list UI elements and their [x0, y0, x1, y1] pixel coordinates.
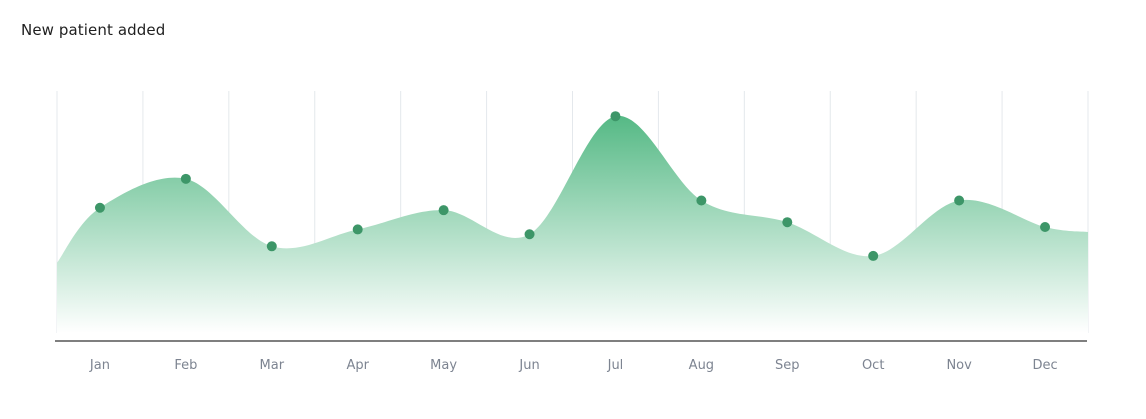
- data-point-jun[interactable]: [524, 229, 535, 240]
- x-tick-label: Nov: [946, 358, 972, 373]
- x-tick-label: Mar: [260, 358, 285, 373]
- data-point-nov[interactable]: [954, 195, 965, 206]
- x-tick-labels: Jan Feb Mar Apr May Jun Jul Aug Sep Oct Nov Dec: [89, 358, 1058, 373]
- data-point-feb[interactable]: [180, 173, 191, 184]
- series-area: [57, 115, 1088, 333]
- chart-title: New patient added: [21, 21, 166, 39]
- data-point-sep[interactable]: [782, 217, 793, 228]
- x-tick-label: Feb: [174, 358, 197, 373]
- data-points: [94, 111, 1051, 261]
- x-tick-label: Jul: [607, 358, 624, 373]
- x-tick-label: Sep: [775, 358, 800, 373]
- x-tick-label: Oct: [862, 358, 884, 373]
- x-tick-label: Apr: [346, 358, 369, 373]
- data-point-oct[interactable]: [868, 250, 879, 261]
- data-point-jul[interactable]: [610, 111, 621, 122]
- x-tick-label: Jan: [89, 358, 110, 373]
- data-point-dec[interactable]: [1040, 222, 1051, 233]
- x-tick-label: Jun: [518, 358, 539, 373]
- data-point-apr[interactable]: [352, 224, 363, 235]
- data-point-aug[interactable]: [696, 195, 707, 206]
- data-point-mar[interactable]: [266, 241, 277, 252]
- area-series: [57, 115, 1088, 333]
- data-point-jan[interactable]: [94, 202, 105, 213]
- x-tick-label: Dec: [1032, 358, 1057, 373]
- data-point-may[interactable]: [438, 205, 449, 216]
- x-tick-label: May: [430, 358, 457, 373]
- x-tick-label: Aug: [689, 358, 714, 373]
